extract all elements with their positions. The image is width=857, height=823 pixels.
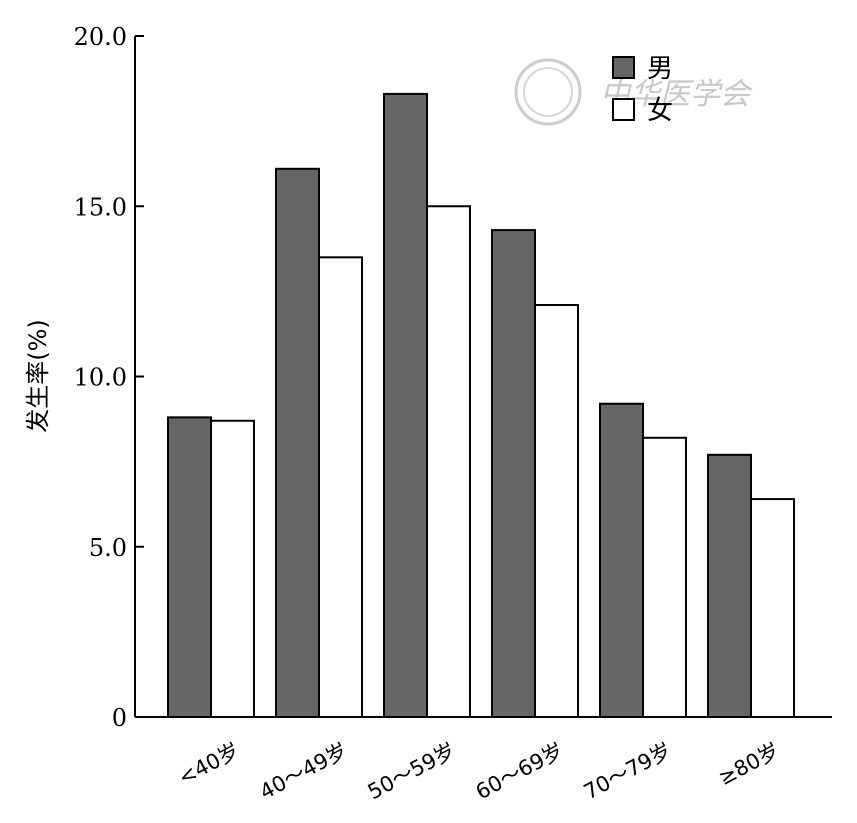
bar-female xyxy=(642,436,687,718)
x-tick-label: 40～49岁 xyxy=(256,738,352,804)
y-ticks-group: 0 5.0 10.0 15.0 20.0 xyxy=(74,23,144,732)
bar-male xyxy=(707,453,752,718)
x-tick-label: ≥80岁 xyxy=(714,738,783,790)
bar-female xyxy=(210,419,255,718)
legend: 男女 xyxy=(612,54,673,126)
legend-label: 女 xyxy=(647,96,673,126)
y-tick-label: 5.0 xyxy=(89,534,127,562)
legend-label: 男 xyxy=(647,54,673,84)
bar-male xyxy=(275,167,320,719)
y-tick-label: 0 xyxy=(112,704,127,732)
x-tick-label: <40岁 xyxy=(174,738,243,790)
y-tick-label: 20.0 xyxy=(74,23,127,51)
x-tick-label: 70～79岁 xyxy=(580,738,676,804)
watermark-seal xyxy=(514,58,582,126)
bar-female xyxy=(750,498,795,718)
bar-male xyxy=(383,92,428,718)
bar-male xyxy=(599,402,644,718)
bars-group xyxy=(167,92,795,719)
x-tick-label: 60～69岁 xyxy=(472,738,568,804)
watermark-seal-inner xyxy=(523,67,573,117)
y-tick-label: 15.0 xyxy=(74,193,127,221)
x-labels-group: <40岁 40～49岁 50～59岁 60～69岁 70～79岁 ≥80岁 xyxy=(174,738,783,804)
x-tick-label: 50～59岁 xyxy=(364,738,460,804)
legend-swatch xyxy=(612,56,635,79)
legend-swatch xyxy=(612,98,635,121)
bar-male xyxy=(491,229,536,719)
bar-female xyxy=(318,256,363,718)
bar-female xyxy=(534,303,579,718)
y-axis-title: 发生率(%) xyxy=(24,319,52,433)
bar-male xyxy=(167,416,212,718)
y-tick-label: 10.0 xyxy=(74,364,127,392)
bar-female xyxy=(426,205,471,718)
